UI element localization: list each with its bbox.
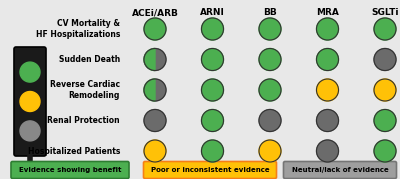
FancyBboxPatch shape xyxy=(284,161,396,178)
Text: CV Mortality &
HF Hospitalizations: CV Mortality & HF Hospitalizations xyxy=(36,19,120,39)
Circle shape xyxy=(259,49,281,71)
Circle shape xyxy=(202,79,224,101)
Circle shape xyxy=(144,79,166,101)
Wedge shape xyxy=(144,79,155,101)
Text: Evidence showing benefit: Evidence showing benefit xyxy=(19,167,121,173)
FancyBboxPatch shape xyxy=(14,47,46,156)
Text: ARNI: ARNI xyxy=(200,8,225,17)
Wedge shape xyxy=(144,49,155,71)
Circle shape xyxy=(316,110,338,132)
Text: Hospitalized Patients: Hospitalized Patients xyxy=(28,146,120,156)
Circle shape xyxy=(374,18,396,40)
FancyBboxPatch shape xyxy=(11,161,129,178)
Text: Poor or inconsistent evidence: Poor or inconsistent evidence xyxy=(151,167,269,173)
Circle shape xyxy=(316,49,338,71)
Text: Sudden Death: Sudden Death xyxy=(59,55,120,64)
Circle shape xyxy=(202,110,224,132)
Circle shape xyxy=(202,18,224,40)
Text: Reverse Cardiac
Remodeling: Reverse Cardiac Remodeling xyxy=(50,80,120,100)
Text: BB: BB xyxy=(263,8,277,17)
Text: MRA: MRA xyxy=(316,8,339,17)
Text: Neutral/lack of evidence: Neutral/lack of evidence xyxy=(292,167,388,173)
Circle shape xyxy=(374,140,396,162)
Circle shape xyxy=(144,49,166,71)
Circle shape xyxy=(316,140,338,162)
Circle shape xyxy=(259,18,281,40)
Text: Renal Protection: Renal Protection xyxy=(47,116,120,125)
Text: SGLTi: SGLTi xyxy=(371,8,399,17)
Circle shape xyxy=(374,79,396,101)
Circle shape xyxy=(144,110,166,132)
Circle shape xyxy=(259,110,281,132)
Circle shape xyxy=(374,110,396,132)
Circle shape xyxy=(202,140,224,162)
Circle shape xyxy=(316,79,338,101)
Text: ACEi/ARB: ACEi/ARB xyxy=(132,8,178,17)
Circle shape xyxy=(374,49,396,71)
Circle shape xyxy=(202,49,224,71)
Circle shape xyxy=(20,62,40,82)
Circle shape xyxy=(259,140,281,162)
Circle shape xyxy=(259,79,281,101)
Circle shape xyxy=(144,140,166,162)
FancyBboxPatch shape xyxy=(144,161,276,178)
Circle shape xyxy=(20,91,40,112)
Circle shape xyxy=(144,18,166,40)
Circle shape xyxy=(316,18,338,40)
Circle shape xyxy=(20,121,40,141)
